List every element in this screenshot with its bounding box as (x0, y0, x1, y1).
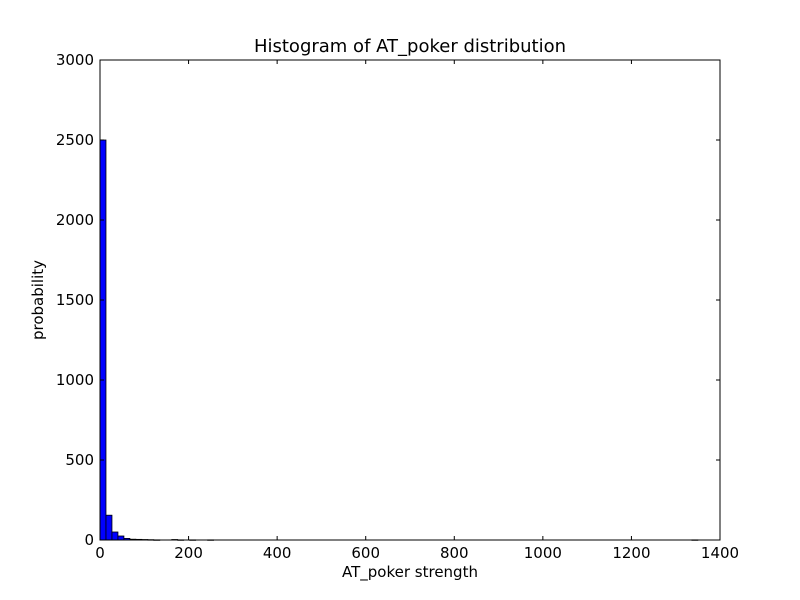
bars-group (99, 139, 699, 541)
chart-title: Histogram of AT_poker distribution (254, 36, 566, 57)
x-tick-label: 1200 (612, 544, 650, 562)
x-tick-label: 200 (174, 544, 203, 562)
y-tick-label: 0 (84, 531, 94, 549)
x-tick-label: 1400 (701, 544, 739, 562)
histogram-bar (111, 531, 119, 541)
y-axis-label: probability (29, 260, 47, 340)
plot-frame (99, 59, 721, 541)
y-tick-label: 3000 (56, 51, 94, 69)
histogram-bar (105, 514, 113, 541)
y-tick-label: 1000 (56, 371, 94, 389)
y-tick-label: 2000 (56, 211, 94, 229)
y-tick-label: 500 (65, 451, 94, 469)
histogram-bar (117, 535, 125, 541)
x-tick-label: 600 (351, 544, 380, 562)
y-tick-label: 2500 (56, 131, 94, 149)
x-axis-label: AT_poker strength (342, 563, 478, 582)
x-tick-label: 800 (440, 544, 469, 562)
x-tick-label: 400 (263, 544, 292, 562)
ticks-group: 0 200 400 600 800 1000 1200 1400 0 500 1000 1500 200… (56, 51, 739, 562)
x-tick-label: 0 (95, 544, 105, 562)
histogram-bar (99, 139, 107, 541)
x-tick-label: 1000 (524, 544, 562, 562)
y-tick-label: 1500 (56, 291, 94, 309)
